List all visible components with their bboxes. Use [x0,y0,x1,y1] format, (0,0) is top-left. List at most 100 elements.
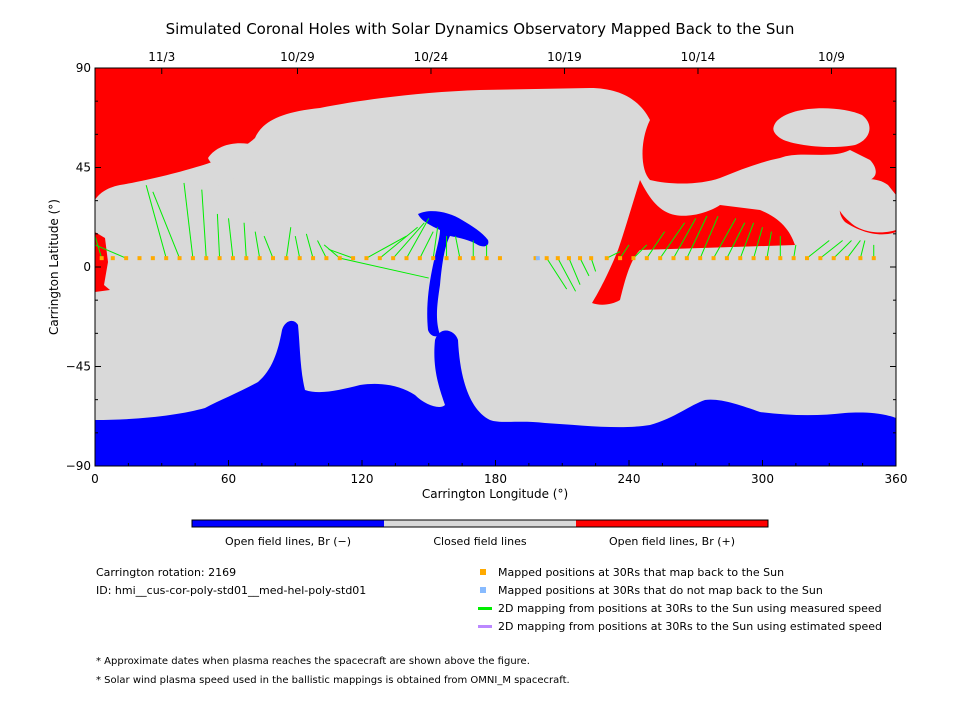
y-tick-label: 45 [76,161,91,175]
mapped-position-marker [244,256,249,261]
date-tick-labels: 11/3 10/29 10/24 10/19 10/14 10/9 [148,50,845,64]
mapping-line [793,244,797,259]
mapped-position-marker [150,256,155,261]
mapping-line [846,240,861,259]
mapping-line [419,231,434,259]
mapping-line [713,218,737,259]
mapped-position-marker [431,256,436,261]
mapping-line [590,257,597,272]
legend-mapped-label: Mapped positions at 30Rs that map back t… [498,566,785,579]
mapping-line [145,185,167,259]
x-tick-label: 360 [885,472,908,486]
date-tick-label: 10/29 [280,50,315,64]
mapped-position-marker [544,256,549,261]
mapped-position-marker [391,256,396,261]
mapping-line [699,215,719,259]
mapping-line [392,222,425,259]
colorbar-label-closed: Closed field lines [433,535,527,548]
mapping-line [323,244,341,259]
mapped-position-marker [137,256,142,261]
date-tick-label: 11/3 [148,50,175,64]
mapped-position-marker [484,256,489,261]
mapping-line [216,213,221,259]
mapping-line [753,227,763,259]
mapped-position-marker [297,256,302,261]
mapped-position-marker [738,256,743,261]
closed-island-5 [835,178,896,233]
legend-estimated-label: 2D mapping from positions at 30Rs to the… [498,620,883,633]
y-tick-label: 0 [83,260,91,274]
mapping-line [243,222,247,259]
mapped-position-marker [589,256,594,261]
open-positive-north [95,68,896,235]
closed-island-1 [208,143,266,170]
legend-measured-label: 2D mapping from positions at 30Rs to the… [498,602,882,615]
mapped-position-marker [217,256,222,261]
mapped-position-marker [110,256,115,261]
mapped-position-marker [578,256,583,261]
y-tick-labels: −90 −45 0 45 90 [66,61,91,473]
mapped-position-marker [533,256,538,261]
mapped-position-marker [858,256,863,261]
mapped-position-marker [364,256,369,261]
mapped-position-marker [805,256,809,261]
mapping-line [579,257,590,277]
mapping-line [317,240,327,259]
mapping-line [432,227,439,259]
carrington-rotation: Carrington rotation: 2169 [96,566,237,579]
mapping-line [557,257,577,292]
mapping-line [606,251,621,259]
mapped-position-marker [99,256,104,261]
mapped-position-marker [658,256,663,261]
mapped-position-marker [711,256,716,261]
closed-island-3 [773,108,870,148]
mapped-position-marker [444,256,449,261]
mapping-line [739,222,755,259]
mapped-position-marker [164,256,169,261]
mapping-line [366,235,407,259]
mapped-position-marker [818,256,823,261]
mapped-position-marker [871,256,876,261]
mapped-position-marker [177,256,182,261]
colorbar-label-positive: Open field lines, Br (+) [609,535,735,548]
mapping-line [766,231,772,259]
mapping-line [646,231,666,259]
mapped-position-marker [377,256,382,261]
colorbar-frame [191,519,769,528]
mapped-markers [99,256,876,261]
mapping-line [263,235,274,259]
date-tick-label: 10/9 [818,50,845,64]
y-tick-label: 90 [76,61,91,75]
mapped-position-marker [284,256,289,261]
mapping-line [379,226,418,259]
mapping-line [859,240,866,259]
x-tick-label: 0 [91,472,99,486]
closed-island-4 [796,170,846,193]
y-axis-label: Carrington Latitude (°) [47,199,61,335]
legend-mapped-marker [480,569,486,575]
mapped-position-marker [230,256,235,261]
closed-island-2 [217,178,275,213]
legend-estimated-line [478,625,492,628]
note-speed: * Solar wind plasma speed used in the ba… [96,675,570,686]
date-tick-label: 10/14 [681,50,716,64]
open-negative-south [95,320,896,466]
mapping-line [726,222,746,259]
mapped-position-marker [644,256,649,261]
colorbar-negative [192,520,384,527]
mapping-line [833,240,852,259]
date-tick-label: 10/19 [547,50,582,64]
unmapped-markers [535,256,540,261]
mapped-position-marker [698,256,703,261]
mapped-position-marker [124,256,129,261]
mapping-line [633,244,648,259]
x-tick-label: 120 [351,472,374,486]
mapping-line [328,248,354,259]
mapped-position-marker [311,256,316,261]
mapping-line [95,244,127,259]
x-axis-label: Carrington Longitude (°) [422,487,568,501]
colorbar-closed [384,520,576,527]
mapped-position-marker [618,256,623,261]
mapping-line [152,191,181,259]
map-area [95,68,896,466]
